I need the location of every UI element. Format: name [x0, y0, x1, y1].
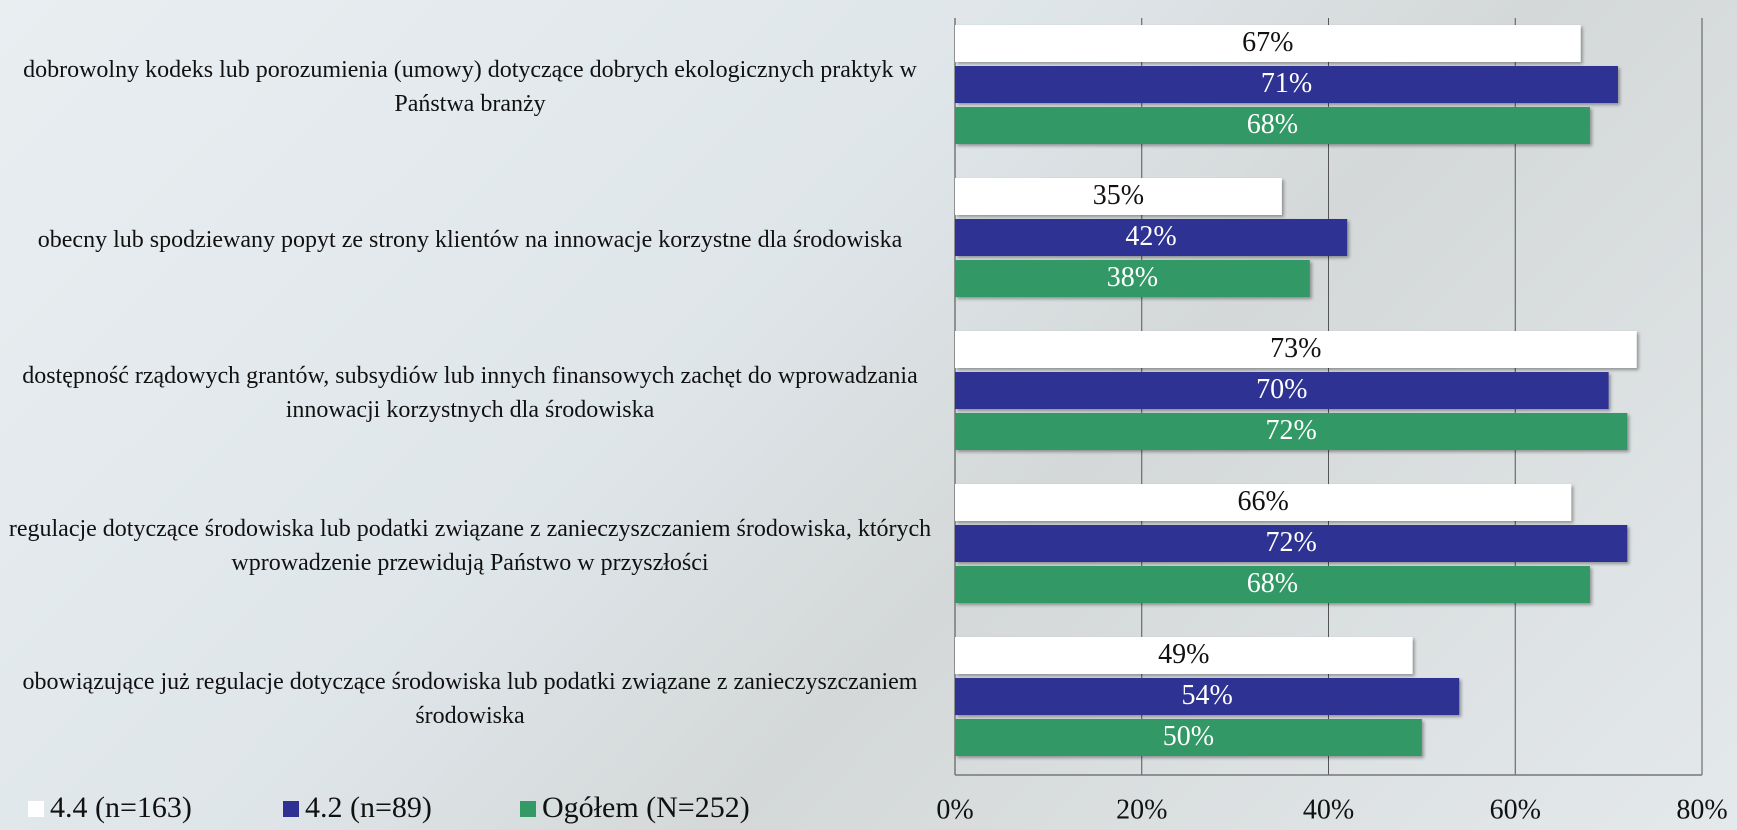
category-label: obowiązujące już regulacje dotyczące śro… [8, 665, 932, 733]
value-label: 66% [1237, 486, 1288, 517]
legend-label: 4.2 (n=89) [305, 791, 432, 824]
legend-label: Ogółem (N=252) [542, 791, 750, 824]
value-label: 35% [1093, 180, 1144, 211]
value-label: 68% [1247, 568, 1298, 599]
category-label: obecny lub spodziewany popyt ze strony k… [8, 223, 932, 257]
value-label: 71% [1261, 68, 1312, 99]
x-tick-label: 60% [1490, 794, 1541, 825]
x-tick-label: 20% [1116, 794, 1167, 825]
value-label: 72% [1265, 527, 1316, 558]
value-label: 72% [1265, 415, 1316, 446]
chart-page: 0% 20% 40% 60% 80% 67% 71% 68% 35% 42% 38% 73% 70% 72… [0, 0, 1737, 830]
value-label: 70% [1256, 374, 1307, 405]
value-label: 67% [1242, 27, 1293, 58]
legend-swatch [520, 801, 536, 817]
value-label: 49% [1158, 639, 1209, 670]
value-label: 38% [1107, 262, 1158, 293]
legend-swatch [28, 801, 44, 817]
legend-label: 4.4 (n=163) [50, 791, 192, 824]
category-label: regulacje dotyczące środowiska lub podat… [8, 512, 932, 580]
x-tick-label: 0% [936, 794, 973, 825]
value-label: 42% [1125, 221, 1176, 252]
value-label: 73% [1270, 333, 1321, 364]
x-tick-label: 80% [1676, 794, 1727, 825]
x-tick-label: 40% [1303, 794, 1354, 825]
legend-swatch [283, 801, 299, 817]
category-label: dostępność rządowych grantów, subsydiów … [8, 359, 932, 427]
value-label: 68% [1247, 109, 1298, 140]
value-label: 54% [1181, 680, 1232, 711]
category-label: dobrowolny kodeks lub porozumienia (umow… [8, 53, 932, 121]
value-label: 50% [1163, 721, 1214, 752]
